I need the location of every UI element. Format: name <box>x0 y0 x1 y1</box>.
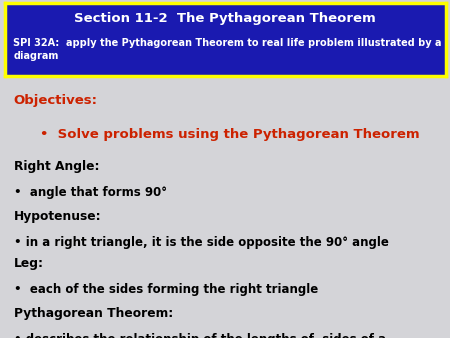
Text: Objectives:: Objectives: <box>14 94 98 107</box>
Text: •  Solve problems using the Pythagorean Theorem: • Solve problems using the Pythagorean T… <box>40 128 420 141</box>
Text: Right Angle:: Right Angle: <box>14 160 99 173</box>
Text: Leg:: Leg: <box>14 257 44 270</box>
Text: • describes the relationship of the lengths of  sides of a
  right triangle.: • describes the relationship of the leng… <box>14 333 386 338</box>
Text: Hypotenuse:: Hypotenuse: <box>14 210 101 223</box>
Text: Section 11-2  The Pythagorean Theorem: Section 11-2 The Pythagorean Theorem <box>74 12 376 25</box>
Text: Pythagorean Theorem:: Pythagorean Theorem: <box>14 307 173 319</box>
Text: •  each of the sides forming the right triangle: • each of the sides forming the right tr… <box>14 283 318 296</box>
Text: •  angle that forms 90°: • angle that forms 90° <box>14 186 166 199</box>
Text: SPI 32A:  apply the Pythagorean Theorem to real life problem illustrated by a
di: SPI 32A: apply the Pythagorean Theorem t… <box>14 38 442 61</box>
Text: • in a right triangle, it is the side opposite the 90° angle: • in a right triangle, it is the side op… <box>14 236 388 249</box>
